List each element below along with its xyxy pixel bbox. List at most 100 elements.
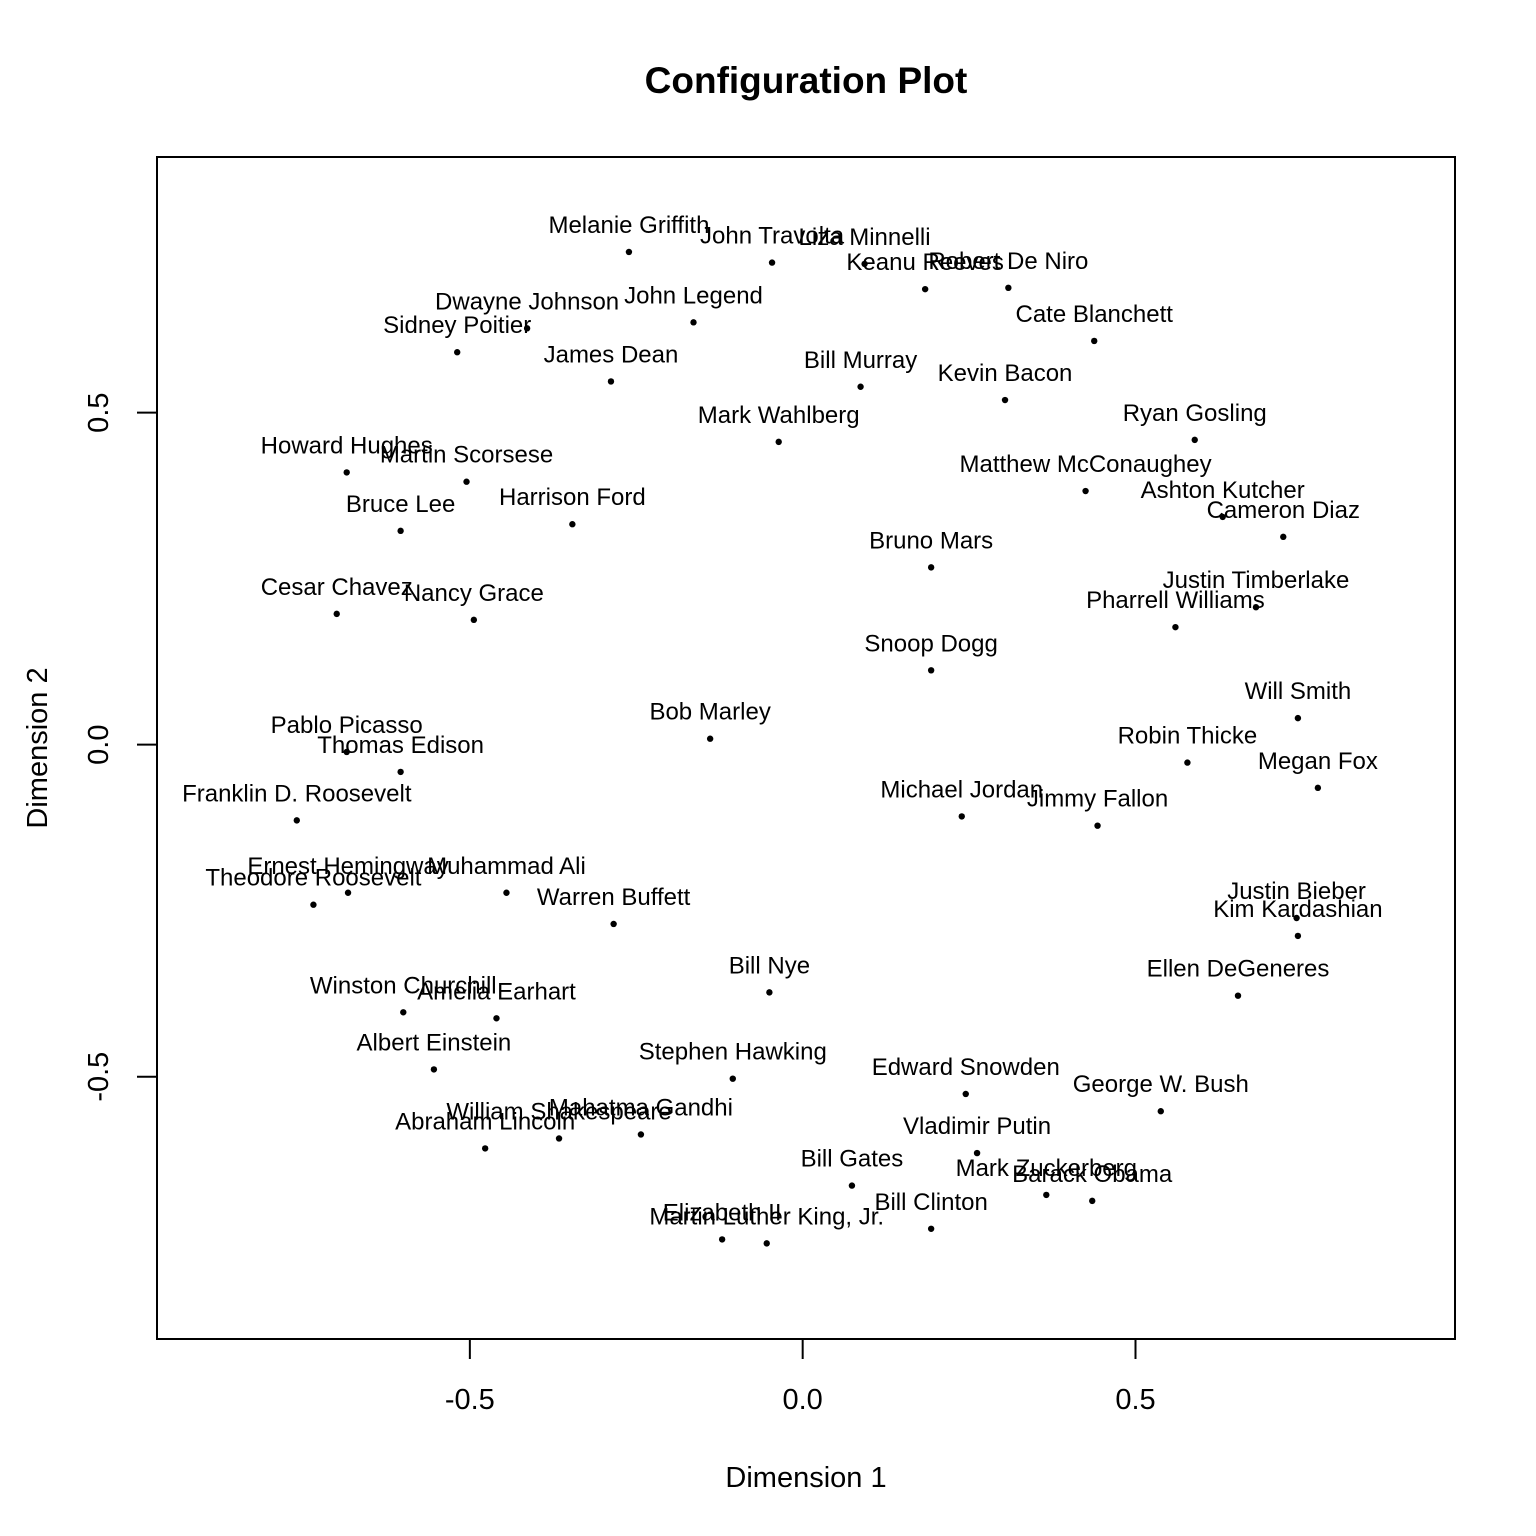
y-axis-title: Dimension 2: [22, 667, 54, 828]
data-point: [1043, 1191, 1050, 1199]
x-tick-label: -0.5: [445, 1384, 495, 1416]
point-label: George W. Bush: [1073, 1071, 1249, 1098]
point-label: Justin Bieber: [1227, 878, 1366, 905]
data-point: [1172, 623, 1179, 631]
point-label: Stephen Hawking: [639, 1039, 827, 1066]
data-point: [400, 1009, 407, 1016]
data-point: [766, 989, 773, 996]
point-label: Melanie Griffith: [548, 212, 709, 239]
data-point: [1314, 784, 1322, 792]
data-point: [397, 527, 404, 535]
point-label: Pablo Picasso: [271, 712, 423, 739]
point-label: Barack Obama: [1012, 1161, 1173, 1188]
data-point: [555, 1135, 563, 1142]
point-label: Kevin Bacon: [938, 360, 1073, 387]
data-point: [310, 901, 317, 908]
point-label: Jimmy Fallon: [1027, 786, 1168, 813]
point-label: Franklin D. Roosevelt: [182, 780, 412, 807]
data-point: [493, 1015, 500, 1022]
data-point: [1184, 759, 1191, 766]
data-point: [1005, 284, 1012, 292]
data-point: [1280, 533, 1287, 541]
point-label: John Travolta: [700, 223, 845, 250]
point-label: James Dean: [544, 341, 679, 368]
data-point: [958, 813, 965, 820]
x-axis: -0.5 0.0 0.5: [445, 1338, 1156, 1416]
point-label: Elizabeth II: [663, 1199, 782, 1226]
point-label: Robin Thicke: [1118, 723, 1258, 750]
data-point: [344, 889, 352, 896]
data-point: [1082, 487, 1089, 495]
point-label: Harrison Ford: [499, 484, 646, 511]
point-label: Martin Scorsese: [380, 442, 553, 469]
data-point: [729, 1075, 736, 1082]
data-point: [927, 1225, 935, 1232]
data-point: [503, 889, 510, 896]
data-point: [397, 768, 404, 776]
data-point: [973, 1149, 981, 1157]
data-point: [861, 260, 868, 268]
data-point: [343, 748, 350, 756]
y-tick-label: 0.5: [83, 392, 115, 432]
data-point: [481, 1145, 489, 1152]
data-point: [927, 667, 935, 674]
x-axis-title: Dimension 1: [725, 1462, 886, 1494]
x-tick-label: 0.5: [1115, 1384, 1155, 1416]
data-point: [333, 610, 340, 618]
point-label: Sidney Poitier: [383, 312, 531, 339]
point-label: Ryan Gosling: [1123, 400, 1267, 427]
data-point: [293, 817, 300, 824]
point-label: Kim Kardashian: [1213, 896, 1382, 923]
point-label: Albert Einstein: [357, 1029, 512, 1056]
data-point: [927, 564, 935, 571]
point-label: Martin Luther King, Jr.: [649, 1203, 884, 1230]
data-point: [1157, 1108, 1164, 1115]
point-label: Abraham Lincoln: [395, 1108, 575, 1135]
point-label: Muhammad Ali: [427, 853, 586, 880]
data-point: [763, 1240, 770, 1247]
point-label: Ernest Hemingway: [247, 853, 448, 880]
point-label: Howard Hughes: [261, 432, 433, 459]
point-label: Mark Wahlberg: [698, 402, 860, 429]
data-point: [962, 1090, 969, 1098]
data-point: [610, 920, 617, 928]
data-point: [1001, 396, 1009, 404]
point-label: Edward Snowden: [872, 1054, 1060, 1081]
data-point: [848, 1182, 856, 1189]
point-label: Vladimir Putin: [903, 1113, 1051, 1140]
data-point: [523, 325, 531, 332]
point-label: Cesar Chavez: [261, 574, 413, 601]
y-axis: -0.5 0.0 0.5: [83, 392, 158, 1102]
x-tick-label: 0.0: [783, 1384, 823, 1416]
data-point: [470, 616, 478, 624]
data-point: [343, 469, 350, 476]
point-label: Bob Marley: [649, 699, 770, 726]
data-point: [1219, 513, 1226, 521]
data-point: [625, 248, 633, 256]
point-label: Mahatma Gandhi: [549, 1094, 733, 1121]
data-point: [690, 319, 697, 326]
data-point: [569, 521, 576, 528]
data-point: [637, 1131, 645, 1138]
point-label: Cameron Diaz: [1207, 497, 1360, 524]
point-label: Liza Minnelli: [799, 224, 931, 251]
point-label: Mark Zuckerberg: [956, 1155, 1137, 1182]
y-tick-label: -0.5: [83, 1052, 115, 1102]
point-label: Thomas Edison: [317, 732, 484, 759]
data-point: [1293, 914, 1300, 922]
point-label: Michael Jordan: [880, 776, 1043, 803]
data-point: [1094, 822, 1101, 829]
point-label: Snoop Dogg: [864, 630, 997, 657]
point-label: Nancy Grace: [404, 580, 544, 607]
point-label: Warren Buffett: [537, 884, 691, 911]
data-point: [454, 349, 461, 356]
point-label: Bill Clinton: [874, 1189, 987, 1216]
data-point: [430, 1066, 438, 1073]
point-label: Keanu Reeves: [846, 249, 1003, 276]
data-point: [921, 285, 929, 293]
data-point: [768, 259, 776, 266]
data-point: [1091, 337, 1098, 345]
point-label: William Shakespeare: [446, 1098, 671, 1125]
data-point: [607, 378, 615, 385]
